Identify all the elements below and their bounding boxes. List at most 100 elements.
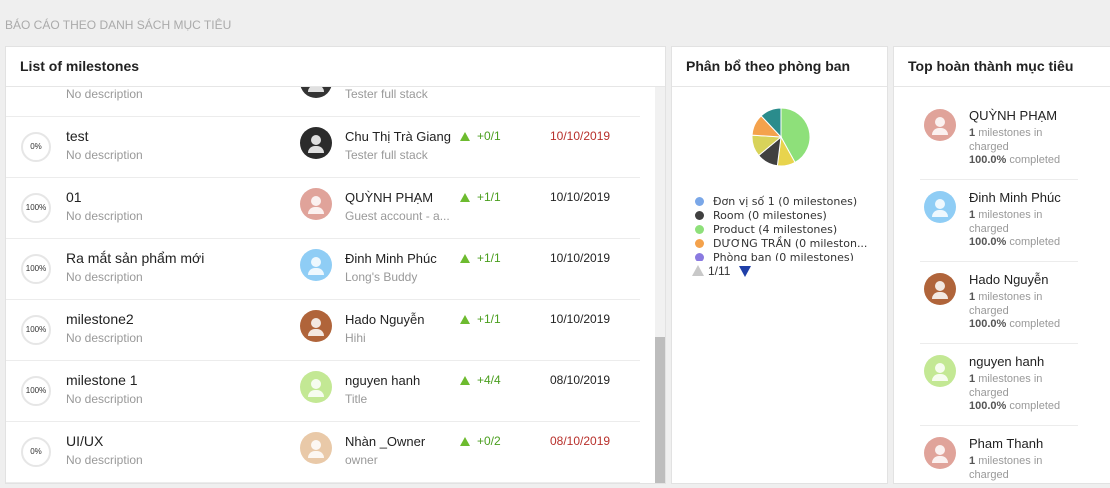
progress-text: 0% [30, 142, 42, 151]
due-date: 10/10/2019 [550, 312, 611, 326]
change-arrow [460, 132, 470, 141]
milestone-name: Ra mắt sản phẩm mới [66, 250, 205, 266]
pie-chart [751, 107, 811, 167]
progress-text: 100% [25, 203, 47, 212]
count-line: 1 milestones in charged [969, 290, 1059, 318]
progress-circle: 100% [21, 315, 51, 345]
progress-circle: 0% [21, 437, 51, 467]
change-text: +1/1 [477, 312, 501, 326]
avatar-body [932, 128, 948, 135]
change-text: +0/2 [477, 434, 501, 448]
change-arrow [460, 376, 470, 385]
avatar [924, 191, 956, 223]
owner-role: Title [345, 392, 368, 406]
change-arrow [460, 315, 470, 324]
legend-dot [695, 239, 704, 248]
count: 1 [969, 209, 976, 221]
percent-line: 100.0% completed [969, 318, 1060, 330]
avatar-head [311, 379, 321, 389]
top-panel: Top hoàn thành mục tiêu QUỲNH PHẠM 1 mile… [893, 46, 1110, 484]
avatar [300, 432, 332, 464]
progress-text: 0% [30, 447, 42, 456]
owner-name: Chu Thị Trà Giang [345, 129, 451, 144]
percent: 100.0% [969, 154, 1007, 166]
milestone-description: No description [66, 148, 143, 162]
avatar-head [935, 363, 945, 373]
avatar [924, 355, 956, 387]
avatar-body [308, 451, 324, 458]
change-text: +0/1 [477, 129, 501, 143]
due-date: 08/10/2019 [550, 434, 611, 448]
count-line: 1 milestones in charged [969, 454, 1059, 482]
panel-title: Phân bổ theo phòng ban [672, 47, 887, 87]
avatar [924, 273, 956, 305]
owner-role: Tester full stack [345, 148, 428, 162]
milestone-name: milestone 1 [66, 372, 138, 388]
owner-name: Đinh Minh Phúc [345, 251, 437, 266]
due-date: 08/10/2019 [550, 373, 611, 387]
separator [920, 179, 1078, 180]
avatar-body [308, 87, 324, 92]
count: 1 [969, 455, 976, 467]
scrollbar-thumb [655, 337, 665, 483]
avatar [300, 127, 332, 159]
legend-label: DƯƠNG TRẦN (0 mileston... [713, 237, 868, 250]
change-arrow [460, 254, 470, 263]
scrollbar-track [655, 87, 665, 483]
progress-circle: 100% [21, 193, 51, 223]
avatar-head [935, 281, 945, 291]
owner-role: Guest account - a... [345, 209, 450, 223]
count-label: milestones in charged [969, 291, 1043, 317]
avatar [924, 437, 956, 469]
owner-name: Nhàn _Owner [345, 434, 426, 449]
avatar-head [311, 257, 321, 267]
avatar-body [932, 210, 948, 217]
count-label: milestones in charged [969, 127, 1043, 153]
person-name: Hado Nguyễn [969, 272, 1049, 287]
change-text: +1/1 [477, 190, 501, 204]
milestone-row: 100% Ra mắt sản phẩm mới No description Đin… [6, 239, 640, 300]
avatar [300, 310, 332, 342]
percent-label: completed [1009, 400, 1061, 412]
owner-role: Long's Buddy [345, 270, 418, 284]
count: 1 [969, 373, 976, 385]
page-prev[interactable] [692, 265, 704, 276]
percent-line: 100.0% completed [969, 154, 1060, 166]
due-date: 10/10/2019 [550, 251, 611, 265]
avatar-head [311, 135, 321, 145]
avatar [300, 371, 332, 403]
milestone-description: No description [66, 392, 143, 406]
avatar-head [935, 445, 945, 455]
avatar-body [308, 268, 324, 275]
milestone-name: test [66, 128, 89, 144]
percent-line: 100.0% completed [969, 400, 1060, 412]
avatar-body [932, 456, 948, 463]
milestone-description: No description [66, 331, 143, 345]
count-label: milestones in charged [969, 373, 1043, 399]
count-line: 1 milestones in charged [969, 372, 1059, 400]
milestone-list: No description Tester full stack 0% test No … [6, 87, 655, 483]
separator [920, 343, 1078, 344]
count: 1 [969, 291, 976, 303]
pie-slice [760, 107, 782, 139]
avatar-head [311, 196, 321, 206]
progress-circle: 100% [21, 376, 51, 406]
legend-label: Phòng ban (0 milestones) [713, 251, 854, 261]
legend-label: Đơn vị số 1 (0 milestones) [713, 195, 858, 208]
milestone-row: 100% milestone2 No description Hado Nguyễn H… [6, 300, 640, 361]
person-name: QUỲNH PHẠM [969, 108, 1058, 123]
percent-label: completed [1009, 318, 1061, 330]
percent-line: 100.0% completed [969, 236, 1060, 248]
progress-text: 100% [25, 264, 47, 273]
avatar-head [935, 117, 945, 127]
milestone-description: No description [66, 270, 143, 284]
legend-dot [695, 225, 704, 234]
milestone-name: UI/UX [66, 433, 104, 449]
legend-dot [695, 197, 704, 206]
page-next[interactable] [739, 266, 751, 277]
count-label: milestones in charged [969, 209, 1043, 235]
change-arrow [460, 437, 470, 446]
count-line: 1 milestones in charged [969, 208, 1059, 236]
milestone-description: No description [66, 87, 143, 101]
